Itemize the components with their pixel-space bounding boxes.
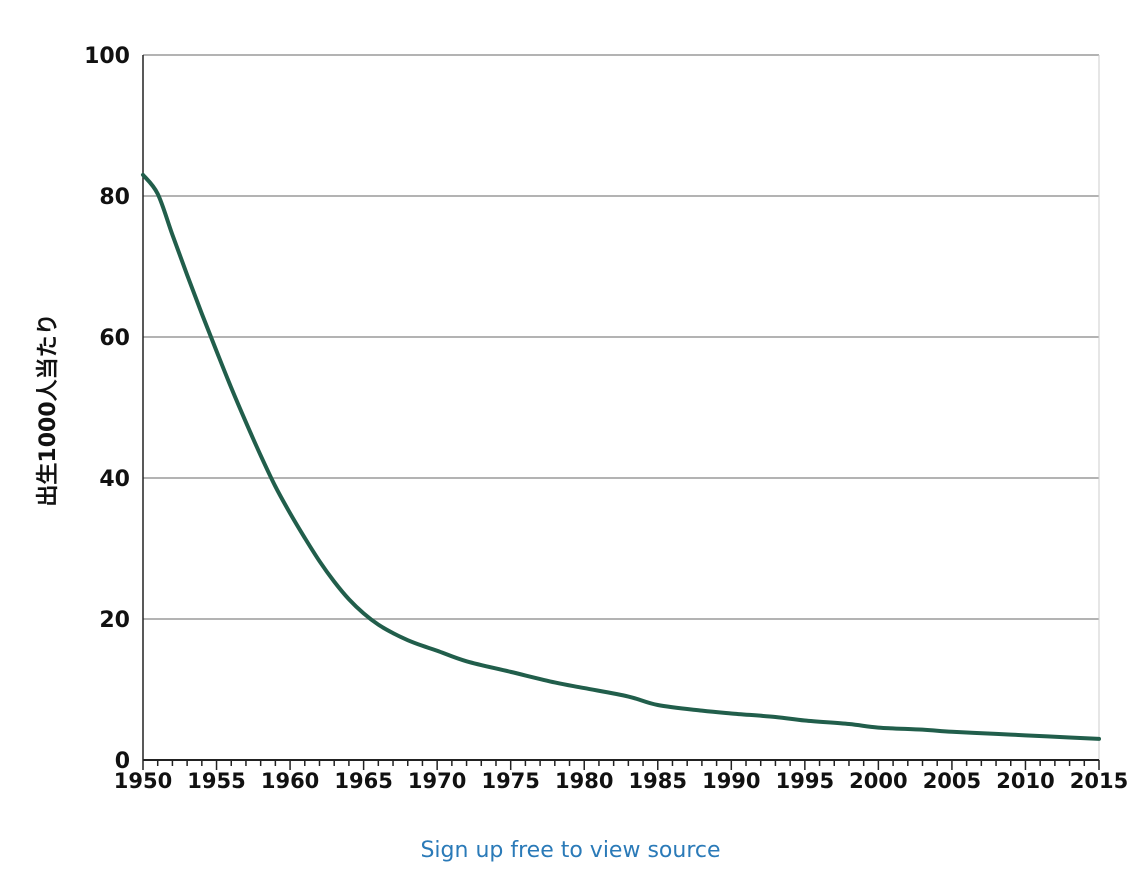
x-tick-label-1995: 1995 bbox=[776, 769, 834, 793]
x-tick-label-2015: 2015 bbox=[1070, 769, 1128, 793]
axes bbox=[142, 55, 1100, 770]
x-tick-label-2000: 2000 bbox=[849, 769, 907, 793]
x-tick-label-1975: 1975 bbox=[481, 769, 539, 793]
gridlines bbox=[143, 54, 1099, 620]
x-tick-label-1960: 1960 bbox=[261, 769, 319, 793]
x-tick-label-2010: 2010 bbox=[996, 769, 1054, 793]
x-tick-label-1990: 1990 bbox=[702, 769, 760, 793]
x-tick-label-1985: 1985 bbox=[629, 769, 687, 793]
x-tick-label-1980: 1980 bbox=[555, 769, 613, 793]
x-tick-label-1955: 1955 bbox=[187, 769, 245, 793]
y-tick-label-0: 0 bbox=[115, 749, 130, 774]
y-tick-label-100: 100 bbox=[84, 44, 130, 69]
y-tick-label-40: 40 bbox=[99, 467, 130, 492]
y-tick-label-20: 20 bbox=[99, 608, 130, 633]
x-tick-label-1965: 1965 bbox=[334, 769, 392, 793]
x-tick-label-1950: 1950 bbox=[114, 769, 172, 793]
x-tick-label-2005: 2005 bbox=[923, 769, 981, 793]
x-tick-labels: 1950 1955 1960 1965 1970 1975 1980 1985 1990 1995… bbox=[114, 769, 1128, 793]
y-tick-label-80: 80 bbox=[99, 185, 130, 210]
y-axis-label: 出生1000人当たり bbox=[36, 313, 61, 506]
y-tick-label-60: 60 bbox=[99, 326, 130, 351]
source-link[interactable]: Sign up free to view source bbox=[420, 838, 721, 863]
x-tick-label-1970: 1970 bbox=[408, 769, 466, 793]
series-group bbox=[141, 172, 1101, 741]
y-tick-labels: 0 20 40 60 80 100 bbox=[84, 44, 130, 774]
series-line-0 bbox=[141, 172, 1101, 741]
